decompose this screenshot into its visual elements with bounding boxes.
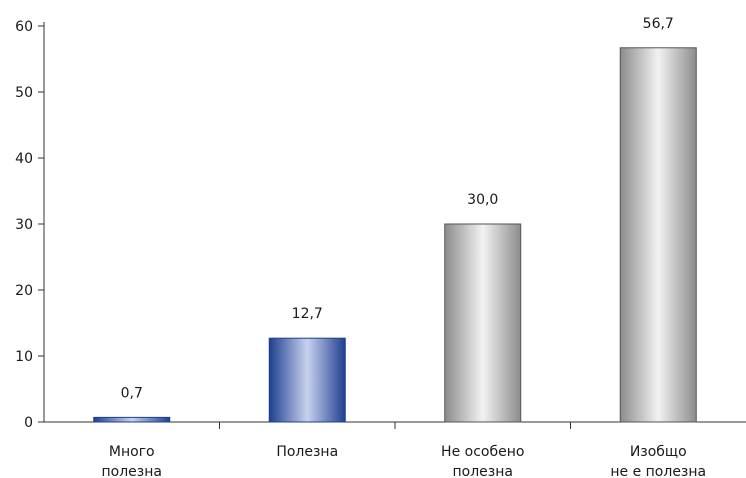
data-label: 30,0 bbox=[467, 192, 498, 208]
y-tick-label: 20 bbox=[15, 283, 33, 299]
category-label: Много bbox=[109, 444, 155, 460]
y-tick-label: 0 bbox=[24, 415, 33, 431]
bar bbox=[268, 337, 346, 423]
category-label: Не особено bbox=[441, 444, 524, 460]
data-label: 56,7 bbox=[643, 16, 674, 32]
y-tick-label: 30 bbox=[15, 217, 33, 233]
y-tick-label: 50 bbox=[15, 85, 33, 101]
bar bbox=[444, 223, 522, 423]
category-label: не е полезна bbox=[610, 464, 706, 478]
y-tick-label: 40 bbox=[15, 151, 33, 167]
y-tick-label: 10 bbox=[15, 349, 33, 365]
data-label: 12,7 bbox=[292, 306, 323, 322]
category-label: полезна bbox=[102, 464, 162, 478]
y-tick-label: 60 bbox=[15, 19, 33, 35]
bars-layer bbox=[93, 47, 697, 423]
labels-layer: 0,7 Много полезна 12,7 Полезна 30,0 Не особено… bbox=[102, 16, 707, 478]
category-label: полезна bbox=[453, 464, 513, 478]
category-label: Полезна bbox=[276, 444, 338, 460]
data-label: 0,7 bbox=[121, 385, 143, 401]
bar bbox=[619, 47, 697, 423]
category-label: Изобщо bbox=[630, 444, 687, 460]
bar bbox=[93, 416, 171, 423]
